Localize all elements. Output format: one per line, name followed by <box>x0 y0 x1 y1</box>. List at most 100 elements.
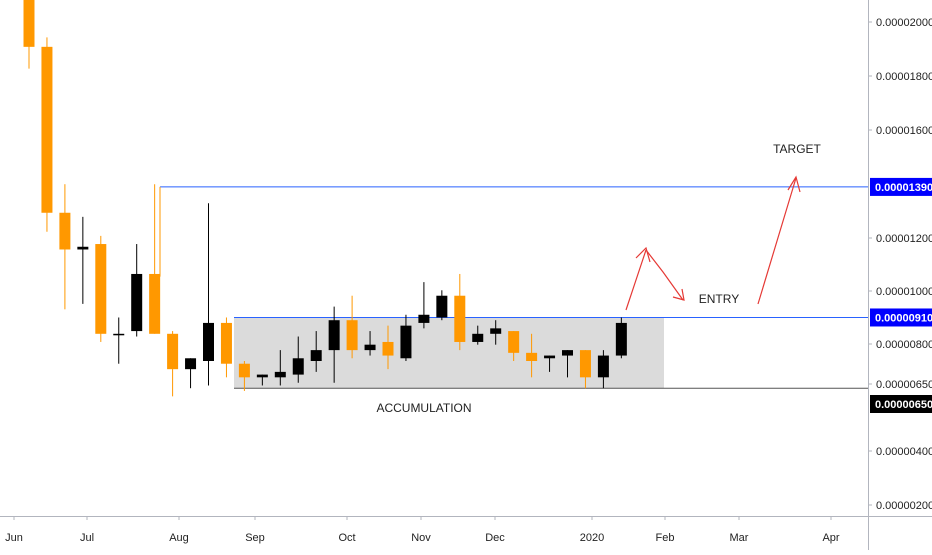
candle[interactable] <box>400 314 412 361</box>
x-tick-label: 2020 <box>580 532 604 544</box>
candle[interactable] <box>382 325 394 370</box>
candle-body <box>274 371 286 378</box>
candle[interactable] <box>220 317 232 378</box>
candle[interactable] <box>454 273 466 351</box>
candle-body <box>579 350 591 378</box>
candle-body <box>364 344 376 351</box>
target-label: TARGET <box>773 142 821 156</box>
candle-body <box>346 320 358 351</box>
price-tag-text: 0.00000650 <box>875 399 932 411</box>
x-tick-label: Apr <box>822 532 839 544</box>
candle[interactable] <box>310 331 322 372</box>
candle[interactable] <box>615 317 627 359</box>
candle-body <box>238 363 250 378</box>
x-tick-label: Dec <box>485 532 505 544</box>
candle-body <box>382 341 394 356</box>
candle[interactable] <box>544 355 556 372</box>
candle[interactable] <box>131 244 143 337</box>
candle[interactable] <box>95 235 107 342</box>
y-tick-label: 0.00000400 <box>876 446 932 458</box>
entry-label: ENTRY <box>699 292 739 306</box>
candle-body <box>95 244 107 334</box>
support-price-tag[interactable]: 0.00000650 <box>870 395 932 413</box>
price-tag-bg <box>870 395 932 413</box>
candle[interactable] <box>274 350 286 386</box>
candle-body <box>113 333 125 336</box>
candle-body <box>490 328 502 334</box>
candle-body <box>508 331 520 353</box>
y-tick-label: 0.00001800 <box>876 71 932 83</box>
candle[interactable] <box>364 331 376 356</box>
x-tick-label: Mar <box>730 532 749 544</box>
x-tick-label: Nov <box>411 532 431 544</box>
candle-body <box>472 333 484 342</box>
x-tick-label: Oct <box>338 532 355 544</box>
candle-body <box>203 322 214 361</box>
candle[interactable] <box>292 336 304 383</box>
candle-body <box>167 333 179 370</box>
candle-body <box>23 0 35 47</box>
candle[interactable] <box>113 317 125 364</box>
arrow-head-target <box>787 175 801 193</box>
arrow-head-up <box>635 246 651 263</box>
x-tick-label: Jul <box>80 532 94 544</box>
candle-body <box>544 355 556 359</box>
candle[interactable] <box>256 374 268 386</box>
candle[interactable] <box>346 295 358 359</box>
candle[interactable] <box>472 325 484 345</box>
candle[interactable] <box>77 216 89 304</box>
y-tick-label: 0.00002000 <box>876 17 932 29</box>
candle-body <box>418 314 430 323</box>
candle[interactable] <box>328 306 340 383</box>
candle[interactable] <box>23 0 35 69</box>
candle-body <box>292 358 304 375</box>
candle[interactable] <box>597 350 609 389</box>
candle[interactable] <box>185 358 197 389</box>
y-tick-label: 0.00001000 <box>876 286 932 298</box>
candle[interactable] <box>490 320 502 345</box>
candle-body <box>328 320 340 351</box>
candle-body <box>400 325 412 359</box>
candle[interactable] <box>579 350 591 389</box>
y-tick-label: 0.00001200 <box>876 233 932 245</box>
x-tick-label: Sep <box>245 532 265 544</box>
candle[interactable] <box>167 331 179 397</box>
x-tick-label: Jun <box>5 532 23 544</box>
y-tick-label: 0.00000650 <box>876 379 932 391</box>
candle[interactable] <box>418 282 430 329</box>
candle[interactable] <box>238 361 250 391</box>
candle[interactable] <box>562 350 573 378</box>
price-tag-text: 0.00000910 <box>875 312 932 324</box>
accumulation-label: ACCUMULATION <box>376 401 471 415</box>
price-tag-text: 0.00001390 <box>875 182 932 194</box>
candle-body <box>597 355 609 378</box>
candle-body <box>41 46 53 213</box>
accumulation-zone <box>234 317 664 389</box>
candle-body <box>615 322 627 356</box>
candle[interactable] <box>203 203 214 386</box>
candle[interactable] <box>41 37 53 232</box>
x-tick-label: Feb <box>656 532 675 544</box>
candle-body <box>310 350 322 361</box>
candle-body <box>256 374 268 378</box>
candle[interactable] <box>149 184 161 334</box>
price-tag-bg <box>870 308 932 327</box>
candle[interactable] <box>508 331 520 361</box>
entry-price-tag[interactable]: 0.00000910 <box>870 308 932 327</box>
candle-body <box>149 273 161 334</box>
arrow-head-down <box>672 288 685 301</box>
candle[interactable] <box>59 184 71 310</box>
target-price-tag[interactable]: 0.00001390 <box>870 177 932 196</box>
candle-body <box>131 273 143 332</box>
candle-body <box>454 295 466 342</box>
candle-body <box>185 358 197 370</box>
projection-arrow <box>625 177 797 311</box>
candle-body <box>436 295 448 318</box>
price-tag-bg <box>870 177 932 196</box>
candle-body <box>59 212 71 250</box>
candle[interactable] <box>526 333 538 378</box>
candle[interactable] <box>436 290 448 321</box>
y-tick-label: 0.00000200 <box>876 500 932 512</box>
